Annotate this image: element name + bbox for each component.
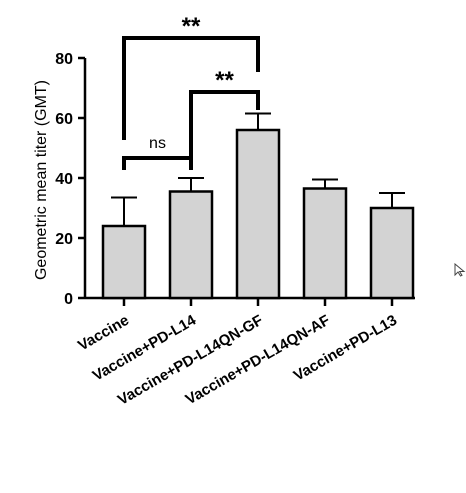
bar <box>369 206 415 300</box>
significance-annotations: ns ** ** <box>122 13 260 170</box>
significance-bracket <box>122 36 260 140</box>
mouse-pointer-icon <box>454 263 466 277</box>
significance-label: ** <box>215 67 234 94</box>
y-tick-label: 60 <box>55 111 73 128</box>
bar <box>168 190 214 300</box>
category-label: Vaccine <box>75 312 132 355</box>
significance-bracket <box>122 156 193 170</box>
y-tick-label: 20 <box>55 231 73 248</box>
y-tick-label: 40 <box>55 171 73 188</box>
significance-label: ns <box>149 135 166 152</box>
y-tick-label: 80 <box>55 51 73 68</box>
bar <box>101 224 147 300</box>
significance-label: ** <box>182 13 201 40</box>
bar <box>235 128 281 300</box>
bars <box>101 112 415 300</box>
bar <box>302 187 348 300</box>
y-tick-label: 0 <box>64 291 73 308</box>
y-axis-label: Geometric mean titer (GMT) <box>33 80 50 280</box>
significance-bracket <box>189 90 260 162</box>
